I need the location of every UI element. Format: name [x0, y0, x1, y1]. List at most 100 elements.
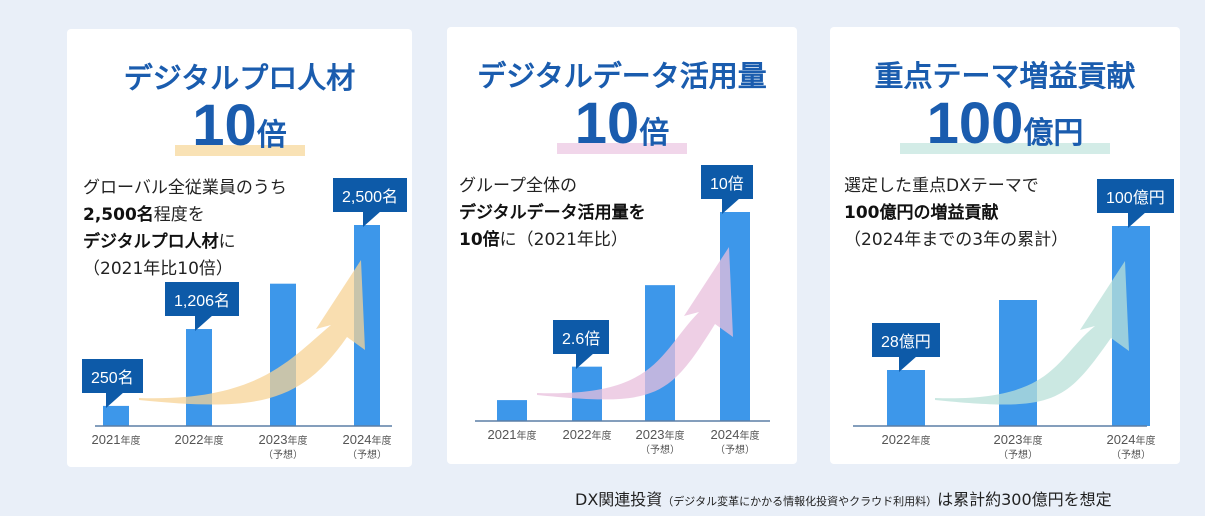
tick-year: 2024: [342, 432, 372, 447]
headline-number: 100: [926, 91, 1024, 156]
card-title: デジタルプロ人材: [123, 61, 356, 95]
card-3: 重点テーマ増益貢献 100億円 選定した重点DXテーマで 100億円の増益貢献 （2…: [830, 27, 1180, 464]
footer-lead: DX関連投資: [575, 490, 663, 509]
value-callout: 28億円: [872, 323, 940, 372]
x-tick-label: 2022年度: [882, 433, 931, 449]
footer-note: DX関連投資（デジタル変革にかかる情報化投資やクラウド利用料）は累計約300億円…: [575, 486, 1112, 510]
description-line: デジタルプロ人材に: [83, 229, 287, 256]
description-line: 10倍に（2021年比）: [459, 227, 646, 254]
description-text: （2021年比10倍）: [83, 259, 233, 279]
bar-2021: [497, 400, 527, 421]
description-text: グローバル全従業員のうち: [83, 178, 287, 198]
description-text: 2,500名: [83, 205, 154, 225]
tick-note: （予想）: [714, 445, 755, 456]
card-title: デジタルデータ活用量: [477, 59, 767, 93]
footer-tail: は累計約300億円を想定: [937, 490, 1112, 509]
description-text: デジタルデータ活用量を: [459, 203, 646, 223]
headline-number: 10: [192, 93, 257, 158]
x-tick-label: 2021年度: [92, 433, 141, 449]
bar-2022: [887, 370, 925, 426]
tick-year: 2024: [710, 427, 740, 442]
value-callout: 1,206名: [165, 282, 240, 332]
bar-2023: [999, 300, 1037, 426]
tick-unit: 年度: [1135, 436, 1156, 447]
tick-note: （予想）: [997, 450, 1038, 461]
tick-unit: 年度: [120, 436, 141, 447]
description-text: 程度を: [153, 205, 205, 225]
description-text: に: [218, 232, 236, 252]
x-tick-label: 2023年度 （予想）: [636, 428, 685, 458]
tick-year: 2023: [993, 432, 1023, 447]
card-1: デジタルプロ人材 10倍 グローバル全従業員のうち 2,500名程度を デジタルプロ…: [67, 29, 412, 467]
tick-unit: 年度: [591, 431, 612, 442]
tick-year: 2022: [881, 432, 911, 447]
description-text: 100億円の増益貢献: [844, 203, 999, 223]
growth-arrow-icon: [537, 247, 733, 400]
tick-year: 2024: [1106, 432, 1136, 447]
card-description: グローバル全従業員のうち 2,500名程度をデジタルプロ人材に （2021年比10倍…: [83, 175, 287, 283]
x-tick-label: 2023年度 （予想）: [259, 433, 308, 463]
description-line: グループ全体の: [459, 173, 646, 200]
tick-unit: 年度: [516, 431, 537, 442]
description-line: 選定した重点DXテーマで: [844, 173, 1068, 200]
headline-unit: 億円: [1023, 116, 1084, 151]
bar-2021: [103, 405, 129, 426]
tick-year: 2023: [635, 427, 665, 442]
tick-unit: 年度: [739, 431, 760, 442]
x-tick-label: 2021年度: [488, 428, 537, 444]
x-tick-label: 2024年度 （予想）: [711, 428, 760, 458]
tick-year: 2021: [91, 432, 121, 447]
number-highlight: [174, 145, 305, 156]
number-highlight: [900, 143, 1110, 154]
headline-unit: 倍: [639, 116, 670, 151]
tick-note: （予想）: [1110, 450, 1151, 461]
description-line: デジタルデータ活用量を: [459, 200, 646, 227]
description-text: グループ全体の: [459, 176, 577, 196]
value-callout: 10倍: [701, 165, 753, 214]
tick-year: 2022: [174, 432, 204, 447]
x-tick-label: 2022年度: [175, 433, 224, 449]
description-text: に（2021年比）: [499, 230, 628, 250]
tick-unit: 年度: [1022, 436, 1043, 447]
headline-number: 10: [574, 91, 640, 156]
card-title: 重点テーマ増益貢献: [874, 59, 1136, 93]
growth-arrow-icon: [139, 260, 365, 405]
footer-parenthetical: （デジタル変革にかかる情報化投資やクラウド利用料）: [662, 495, 938, 508]
bar-chart: [853, 226, 1150, 427]
x-tick-label: 2022年度: [563, 428, 612, 444]
x-tick-label: 2024年度 （予想）: [1107, 433, 1156, 463]
tick-unit: 年度: [910, 436, 931, 447]
bar-chart: [95, 225, 392, 427]
tick-note: （予想）: [346, 450, 387, 461]
description-line: （2024年までの3年の累計）: [844, 227, 1068, 254]
growth-arrow-icon: [935, 261, 1129, 405]
description-text: 10倍: [459, 230, 500, 250]
description-text: 選定した重点DXテーマで: [844, 176, 1039, 196]
x-tick-label: 2023年度 （予想）: [994, 433, 1043, 463]
tick-unit: 年度: [371, 436, 392, 447]
value-callout: 250名: [82, 358, 143, 408]
bar-2023: [270, 283, 296, 426]
tick-note: （予想）: [262, 450, 303, 461]
x-tick-label: 2024年度 （予想）: [343, 433, 392, 463]
headline-figure: 10倍: [67, 91, 412, 161]
tick-unit: 年度: [664, 431, 685, 442]
value-callout: 2.6倍: [553, 319, 610, 369]
description-line: グローバル全従業員のうち: [83, 175, 287, 202]
headline-unit: 倍: [256, 118, 287, 153]
tick-year: 2021: [487, 427, 517, 442]
headline-figure: 100億円: [830, 89, 1180, 159]
bar-chart: [475, 212, 770, 422]
tick-note: （予想）: [639, 445, 680, 456]
value-callout: 2,500名: [333, 178, 408, 227]
tick-year: 2022: [562, 427, 592, 442]
value-callout: 100億円: [1097, 179, 1174, 228]
card-2: デジタルデータ活用量 10倍 グループ全体の デジタルデータ活用量を 10倍に（20…: [447, 27, 797, 464]
description-text: （2024年までの3年の累計）: [844, 230, 1069, 250]
number-highlight: [557, 143, 687, 154]
description-line: 100億円の増益貢献: [844, 200, 1068, 227]
tick-unit: 年度: [287, 436, 308, 447]
tick-unit: 年度: [203, 436, 224, 447]
tick-year: 2023: [258, 432, 288, 447]
description-text: デジタルプロ人材: [83, 232, 219, 252]
